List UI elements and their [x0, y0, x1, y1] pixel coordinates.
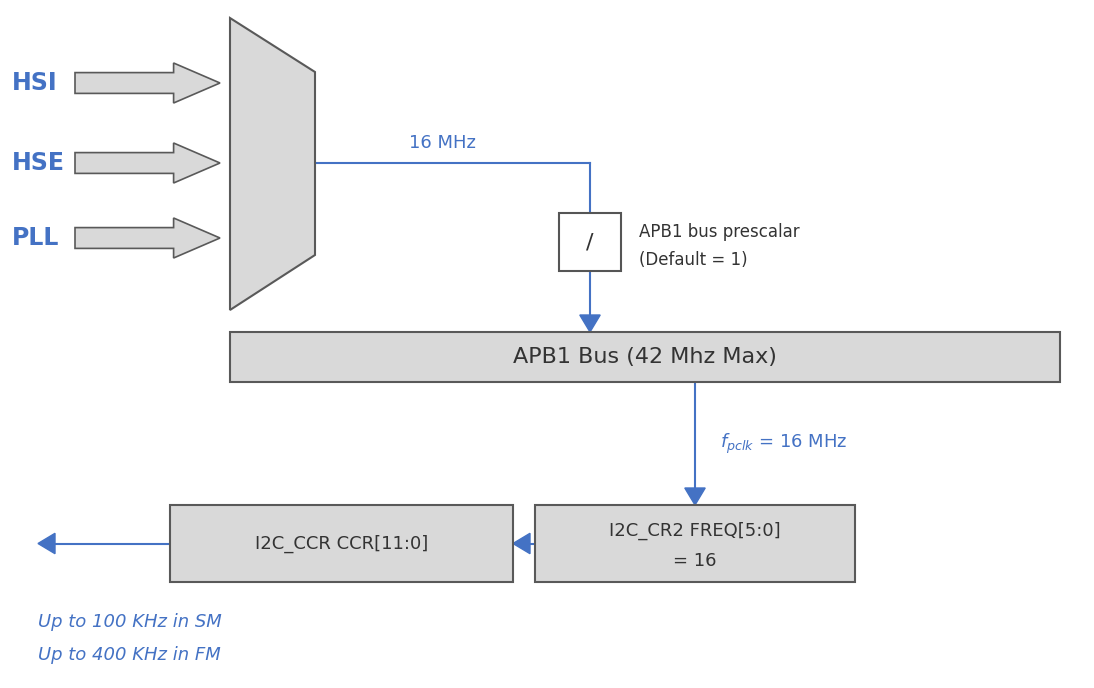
FancyBboxPatch shape — [559, 213, 621, 271]
Text: Up to 100 KHz in SM: Up to 100 KHz in SM — [38, 613, 222, 631]
Polygon shape — [75, 63, 220, 103]
Polygon shape — [38, 533, 55, 554]
FancyBboxPatch shape — [230, 332, 1060, 382]
Text: = 16: = 16 — [673, 552, 717, 570]
FancyBboxPatch shape — [535, 505, 856, 582]
Polygon shape — [230, 18, 315, 310]
Text: HSI: HSI — [12, 71, 58, 95]
Polygon shape — [685, 488, 706, 505]
Polygon shape — [513, 533, 529, 554]
Text: HSE: HSE — [12, 151, 65, 175]
Polygon shape — [580, 315, 601, 332]
Text: 16 MHz: 16 MHz — [409, 133, 476, 151]
Text: APB1 bus prescalar: APB1 bus prescalar — [639, 223, 800, 241]
Text: I2C_CR2 FREQ[5:0]: I2C_CR2 FREQ[5:0] — [609, 522, 781, 539]
Text: Up to 400 KHz in FM: Up to 400 KHz in FM — [38, 646, 221, 664]
Text: $f_{pclk}$ = 16 MHz: $f_{pclk}$ = 16 MHz — [720, 431, 848, 455]
Text: (Default = 1): (Default = 1) — [639, 251, 747, 269]
Polygon shape — [75, 218, 220, 258]
Polygon shape — [75, 143, 220, 183]
Text: PLL: PLL — [12, 226, 59, 250]
Text: /: / — [586, 232, 594, 252]
Text: APB1 Bus (42 Mhz Max): APB1 Bus (42 Mhz Max) — [513, 347, 777, 367]
FancyBboxPatch shape — [170, 505, 513, 582]
Text: I2C_CCR CCR[11:0]: I2C_CCR CCR[11:0] — [255, 535, 428, 552]
